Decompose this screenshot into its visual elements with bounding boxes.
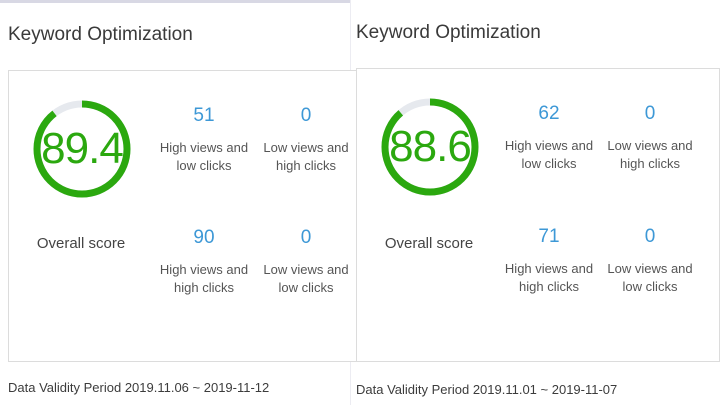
metric-value: 0 [300, 227, 312, 248]
metric-label: High views and high clicks [504, 261, 594, 294]
keyword-optimization-panel-left: Keyword Optimization 89.4 Overall score … [0, 0, 358, 405]
metric-value: 90 [193, 227, 215, 248]
metric-low-views-high-clicks[interactable]: 0 Low views and high clicks [261, 105, 351, 174]
metric-label: Low views and low clicks [263, 262, 349, 295]
score-card: 89.4 Overall score 51 High views and low… [8, 70, 358, 362]
metric-label: High views and low clicks [504, 138, 594, 171]
metric-low-views-low-clicks[interactable]: 0 Low views and low clicks [261, 227, 351, 296]
score-card: 88.6 Overall score 62 High views and low… [356, 68, 720, 362]
overall-score-value: 89.4 [41, 124, 124, 173]
score-gauge: 89.4 [30, 97, 134, 201]
metric-high-views-high-clicks[interactable]: 71 High views and high clicks [504, 226, 594, 295]
metric-high-views-high-clicks[interactable]: 90 High views and high clicks [159, 227, 249, 296]
metric-label: High views and high clicks [159, 262, 249, 295]
top-border [0, 0, 350, 3]
data-validity-period: Data Validity Period 2019.11.01 ~ 2019-1… [356, 382, 618, 397]
metric-high-views-low-clicks[interactable]: 51 High views and low clicks [159, 105, 249, 174]
metric-value: 0 [644, 103, 656, 124]
overall-score-value: 88.6 [389, 122, 472, 171]
metric-low-views-high-clicks[interactable]: 0 Low views and high clicks [605, 103, 695, 172]
overall-score-label: Overall score [384, 235, 474, 252]
data-validity-period: Data Validity Period 2019.11.06 ~ 2019-1… [8, 380, 270, 395]
metric-value: 51 [193, 105, 215, 126]
metric-value: 0 [644, 226, 656, 247]
panel-title: Keyword Optimization [8, 24, 193, 45]
metric-value: 0 [300, 105, 312, 126]
gauge-fill [33, 100, 131, 198]
score-gauge: 88.6 [378, 95, 482, 199]
metric-value: 71 [538, 226, 560, 247]
metric-low-views-low-clicks[interactable]: 0 Low views and low clicks [605, 226, 695, 295]
metric-high-views-low-clicks[interactable]: 62 High views and low clicks [504, 103, 594, 172]
metric-label: Low views and high clicks [607, 138, 693, 171]
metric-label: Low views and low clicks [607, 261, 693, 294]
metric-value: 62 [538, 103, 560, 124]
keyword-optimization-panel-right: Keyword Optimization 88.6 Overall score … [350, 0, 720, 405]
panel-title: Keyword Optimization [356, 22, 541, 43]
overall-score-label: Overall score [36, 235, 126, 252]
gauge-fill [381, 98, 479, 196]
metric-label: Low views and high clicks [263, 140, 349, 173]
metric-label: High views and low clicks [159, 140, 249, 173]
